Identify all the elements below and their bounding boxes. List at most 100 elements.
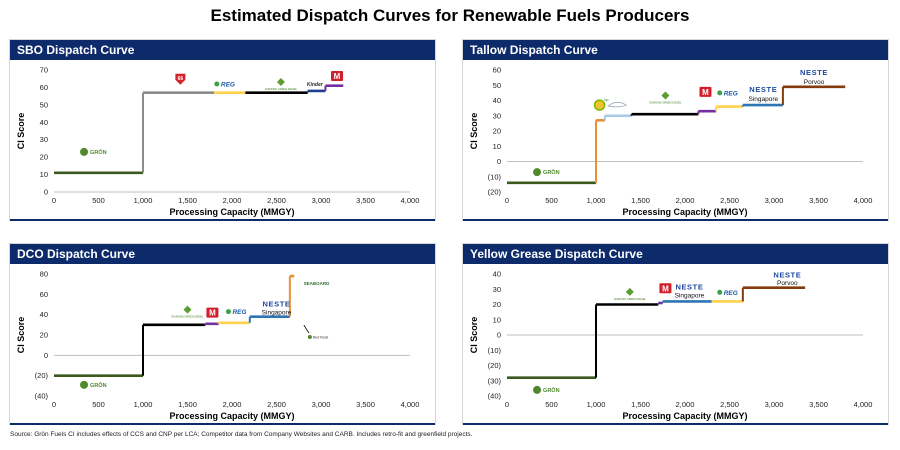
yellow-grease-dispatch-chart: (40) (30) (20) (10) 0 10 20 30 40 0 500 1,000 1,500 2…: [469, 270, 873, 422]
logo-text: REG: [724, 290, 738, 297]
logo-text: NESTE: [800, 68, 828, 77]
y-tick-label: (10): [488, 346, 502, 355]
company-logo-mpc: M: [206, 307, 219, 318]
reg-icon: [717, 90, 723, 96]
logo-text: GRŌN: [90, 382, 107, 389]
x-tick-label: 0: [52, 400, 56, 409]
y-tick-label: (20): [488, 361, 502, 370]
logo-text: DIAMOND GREEN DIESEL: [649, 100, 682, 104]
y-axis-label: CI Score: [16, 113, 26, 150]
x-tick-label: 2,500: [720, 400, 739, 409]
dgd-diamond-icon: [276, 77, 285, 86]
y-tick-label: 0: [44, 188, 48, 197]
x-axis-label: Processing Capacity (MMGY): [622, 411, 747, 421]
company-logo-dgd: DIAMOND GREEN DIESEL: [171, 305, 204, 319]
x-tick-label: 2,000: [223, 400, 242, 409]
x-axis-label: Processing Capacity (MMGY): [169, 411, 294, 421]
x-tick-label: 1,500: [178, 400, 197, 409]
logo-text: SEABOARD: [304, 281, 331, 286]
logo-caption: Singapore: [748, 96, 778, 103]
y-tick-label: 30: [40, 135, 48, 144]
x-tick-label: 0: [52, 196, 56, 205]
y-tick-label: 0: [497, 331, 501, 340]
x-tick-label: 500: [545, 196, 558, 205]
company-logo-neste: NESTE: [800, 68, 828, 77]
logo-text: GRŌN: [543, 169, 560, 176]
x-tick-label: 3,500: [356, 400, 375, 409]
y-tick-label: 30: [493, 111, 501, 120]
reg-icon: [214, 81, 220, 87]
company-logo-neste: NESTE: [773, 271, 801, 280]
sbo-chart-panel: SBO Dispatch Curve 0 10 20 30 40 50 60 70 0 500 1,…: [9, 39, 436, 221]
y-tick-label: 50: [493, 81, 501, 90]
x-tick-label: 1,500: [178, 196, 197, 205]
logo-text: 66: [178, 76, 184, 82]
company-logo-dgd: DIAMOND GREEN DIESEL: [614, 287, 647, 301]
phillips66-shield-icon: [175, 73, 186, 85]
logo-text: Kinder: [307, 82, 324, 88]
y-tick-label: 10: [493, 142, 501, 151]
x-tick-label: 3,500: [356, 196, 375, 205]
source-note: Source: Grön Fuels CI includes effects o…: [10, 431, 473, 438]
company-logo-gron: GRŌN: [80, 380, 107, 389]
company-logo-neste: NESTE: [749, 85, 776, 94]
gron-icon: [80, 380, 89, 389]
y-tick-label: 40: [40, 118, 48, 127]
x-tick-label: 3,500: [809, 196, 828, 205]
logo-caption: Singapore: [675, 292, 705, 299]
logo-text: M: [209, 309, 216, 318]
logo-text: M: [702, 88, 709, 97]
redrock-icon: [307, 335, 312, 340]
x-tick-label: 3,000: [765, 400, 784, 409]
x-tick-label: 4,000: [401, 196, 420, 205]
company-logo-gron: GRŌN: [533, 385, 560, 394]
chart-title: SBO Dispatch Curve: [10, 40, 435, 60]
y-tick-label: 80: [40, 270, 48, 279]
logo-caption: Porvoo: [804, 79, 825, 86]
x-tick-label: 4,000: [854, 400, 873, 409]
y-tick-label: 40: [40, 310, 48, 319]
y-tick-label: 20: [493, 127, 501, 136]
chart-title: Yellow Grease Dispatch Curve: [463, 244, 888, 264]
bp-helios-icon: [593, 99, 606, 111]
x-tick-label: 4,000: [854, 196, 873, 205]
y-tick-label: 60: [40, 290, 48, 299]
chart-title: Tallow Dispatch Curve: [463, 40, 888, 60]
logo-text: REG: [221, 81, 235, 88]
logo-text: NESTE: [773, 271, 801, 280]
marathon-icon: [699, 86, 712, 97]
y-tick-label: (10): [488, 172, 502, 181]
x-tick-label: 2,000: [223, 196, 242, 205]
chart-title: DCO Dispatch Curve: [10, 244, 435, 264]
company-logo-caption: Singapore: [675, 292, 705, 299]
reg-icon: [225, 309, 231, 315]
x-tick-label: 1,000: [134, 400, 153, 409]
logo-text: REG: [724, 90, 738, 97]
x-axis-label: Processing Capacity (MMGY): [622, 207, 747, 217]
y-tick-label: 20: [40, 331, 48, 340]
panel-rule: [463, 423, 888, 425]
x-tick-label: 2,500: [267, 196, 286, 205]
y-tick-label: (20): [488, 188, 502, 197]
x-tick-label: 4,000: [401, 400, 420, 409]
company-logo-mpc: M: [331, 70, 344, 81]
company-logo-reg: REG: [717, 90, 738, 97]
company-logo-mpc: M: [699, 86, 712, 97]
y-tick-label: (20): [35, 371, 49, 380]
y-tick-label: 10: [40, 170, 48, 179]
dgd-diamond-icon: [625, 287, 634, 296]
company-logo-reg: REG: [717, 289, 738, 297]
company-logo-caption: Singapore: [262, 310, 292, 317]
logo-text: NESTE: [262, 300, 290, 309]
marathon-icon: [206, 307, 219, 318]
company-logo-bp: bp: [593, 98, 609, 111]
logo-text: bp: [605, 98, 609, 102]
dgd-diamond-icon: [661, 91, 670, 100]
logo-text: DIAMOND GREEN DIESEL: [614, 297, 647, 301]
gron-icon: [533, 385, 542, 394]
y-tick-label: 0: [44, 351, 48, 360]
company-logo-caption: Singapore: [748, 96, 778, 103]
x-axis-label: Processing Capacity (MMGY): [169, 207, 294, 217]
company-logo-reg: REG: [214, 81, 235, 88]
panel-rule: [463, 219, 888, 221]
